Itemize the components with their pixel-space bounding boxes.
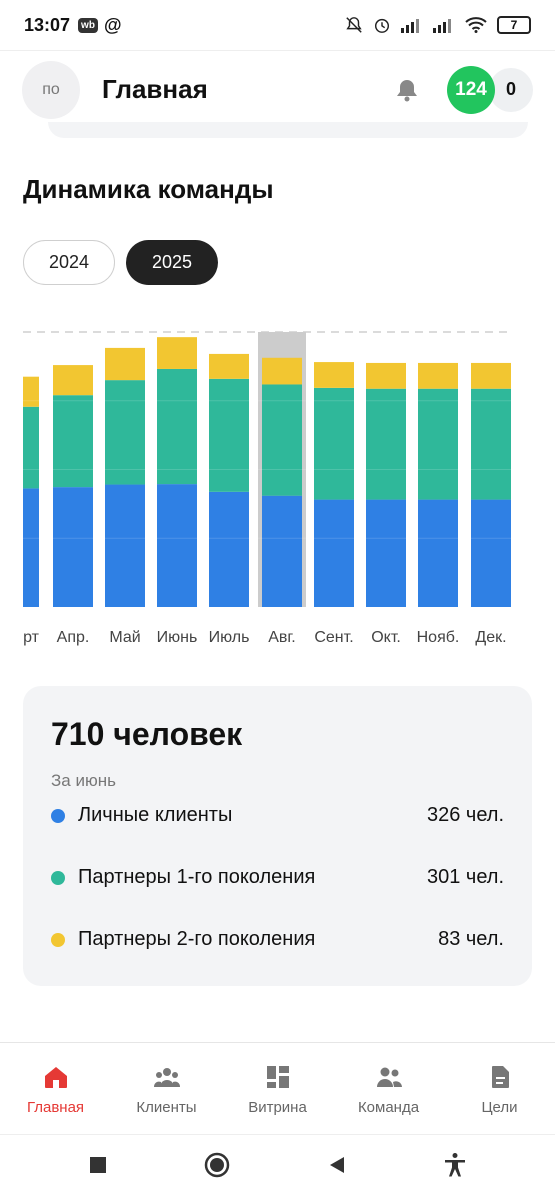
bar-segment-Окт.-2[interactable] (366, 388, 406, 500)
x-tick-label: Нояб. (417, 629, 460, 646)
tab-team[interactable]: Команда (333, 1043, 444, 1134)
bar-segment-Июнь-2[interactable] (157, 368, 197, 485)
summary-total: 710 человек (51, 716, 243, 752)
tab-home[interactable]: Главная (0, 1043, 111, 1134)
tab-label: Витрина (248, 1099, 307, 1116)
x-tick-label: Окт. (371, 629, 401, 646)
signal-2-icon (433, 19, 451, 33)
legend-row-personal: Личные клиенты 326 чел. (51, 804, 504, 827)
year-chip-2024[interactable]: 2024 (23, 240, 115, 285)
x-tick-label: Авг. (268, 629, 296, 646)
bar-segment-Июль-2[interactable] (209, 378, 249, 492)
tab-label: Цели (481, 1099, 518, 1116)
bar-segment-Нояб.-2[interactable] (418, 388, 458, 500)
bar-segment-Нояб.-3[interactable] (418, 362, 458, 389)
legend-value: 326 чел. (426, 804, 504, 826)
bar-segment-Июль-1[interactable] (209, 491, 249, 607)
team-icon (375, 1063, 403, 1091)
x-tick-label: Апр. (57, 629, 90, 646)
wifi-icon (465, 17, 487, 33)
bar-segment-Дек.-2[interactable] (471, 388, 511, 500)
x-tick-label: Сент. (314, 629, 353, 646)
x-tick-label: Июнь (157, 629, 198, 646)
secondary-count-badge[interactable]: 0 (489, 67, 533, 112)
bar-segment-Май-3[interactable] (105, 347, 145, 381)
bar-segment-Май-1[interactable] (105, 484, 145, 607)
legend-value: 83 чел. (438, 928, 504, 950)
bar-segment-Авг.-2[interactable] (262, 384, 302, 496)
bar-segment-Июль-3[interactable] (209, 353, 249, 379)
bell-icon[interactable] (393, 76, 421, 104)
home-icon (42, 1063, 70, 1091)
bar-segment-Июнь-1[interactable] (157, 484, 197, 607)
tab-clients[interactable]: Клиенты (111, 1043, 222, 1134)
bar-segment-рт-3[interactable] (23, 376, 39, 407)
clients-icon (153, 1063, 181, 1091)
team-dynamics-chart[interactable]: рт Апр. Май Июнь Июль Авг. Сент. Окт. Нояб. Дек. (0, 320, 555, 660)
tab-label: Команда (357, 1099, 420, 1116)
system-navbar (0, 1134, 555, 1200)
bar-segment-рт-1[interactable] (23, 488, 39, 607)
blue-dot-icon (51, 808, 65, 823)
x-tick-label: Май (109, 629, 140, 646)
green-dot-icon (51, 870, 65, 885)
avatar[interactable]: по (22, 60, 80, 119)
bar-segment-Авг.-3[interactable] (262, 357, 302, 385)
at-icon: @ (103, 14, 122, 35)
year-chip-2025[interactable]: 2025 (126, 240, 218, 285)
recents-button[interactable] (88, 1155, 108, 1180)
legend-label: Партнеры 1-го поколения (78, 866, 316, 888)
bar-segment-Окт.-3[interactable] (366, 362, 406, 389)
bar-segment-Дек.-1[interactable] (471, 499, 511, 607)
battery-icon: 7 (497, 16, 531, 34)
bar-segment-Апр.-1[interactable] (53, 487, 93, 607)
legend-label: Партнеры 2-го поколения (78, 928, 316, 950)
bar-segment-Сент.-1[interactable] (314, 499, 354, 607)
notifications-badge[interactable]: 124 (447, 65, 495, 114)
bar-segment-Нояб.-1[interactable] (418, 499, 458, 607)
tab-goals[interactable]: Цели (444, 1043, 555, 1134)
previous-card-edge (48, 122, 528, 138)
bar-segment-Окт.-1[interactable] (366, 499, 406, 607)
accessibility-icon[interactable] (443, 1152, 467, 1183)
summary-card: 710 человек За июнь Личные клиенты 326 ч… (23, 686, 532, 986)
bar-segment-Сент.-2[interactable] (314, 387, 354, 500)
legend-value: 301 чел. (426, 866, 504, 888)
x-tick-label: Дек. (475, 629, 506, 646)
bar-segment-рт-2[interactable] (23, 406, 39, 489)
tab-label: Главная (26, 1099, 85, 1116)
status-bar: 13:07 wb @ 7 (0, 0, 555, 50)
legend-row-partners-1: Партнеры 1-го поколения 301 чел. (51, 866, 504, 889)
legend-row-partners-2: Партнеры 2-го поколения 83 чел. (51, 928, 504, 951)
mute-bell-icon (346, 17, 362, 33)
signal-icon (401, 19, 419, 33)
bottom-tabbar: Главная Клиенты Витрина Команда Цели (0, 1042, 555, 1134)
yellow-dot-icon (51, 932, 65, 947)
bar-segment-Апр.-3[interactable] (53, 365, 93, 396)
legend-label: Личные клиенты (78, 804, 233, 826)
back-button[interactable] (326, 1154, 348, 1181)
alarm-icon (374, 18, 390, 33)
bar-segment-Май-2[interactable] (105, 380, 145, 485)
showcase-icon (264, 1063, 292, 1091)
goals-icon (486, 1063, 514, 1091)
bar-segment-Июнь-3[interactable] (157, 337, 197, 369)
bar-segment-Сент.-3[interactable] (314, 362, 354, 388)
bar-segment-Авг.-1[interactable] (262, 495, 302, 607)
tab-showcase[interactable]: Витрина (222, 1043, 333, 1134)
top-header: по Главная 124 0 (0, 50, 555, 128)
bar-segment-Дек.-3[interactable] (471, 362, 511, 389)
x-tick-label: рт (23, 629, 40, 646)
page-title: Главная (102, 74, 208, 104)
wb-app-icon: wb (78, 17, 98, 33)
summary-period: За июнь (51, 771, 116, 790)
section-title: Динамика команды (23, 174, 274, 204)
bar-segment-Апр.-2[interactable] (53, 395, 93, 488)
clock: 13:07 (24, 14, 71, 35)
tab-label: Клиенты (136, 1099, 197, 1116)
x-tick-label: Июль (209, 629, 250, 646)
home-button[interactable] (203, 1151, 231, 1184)
